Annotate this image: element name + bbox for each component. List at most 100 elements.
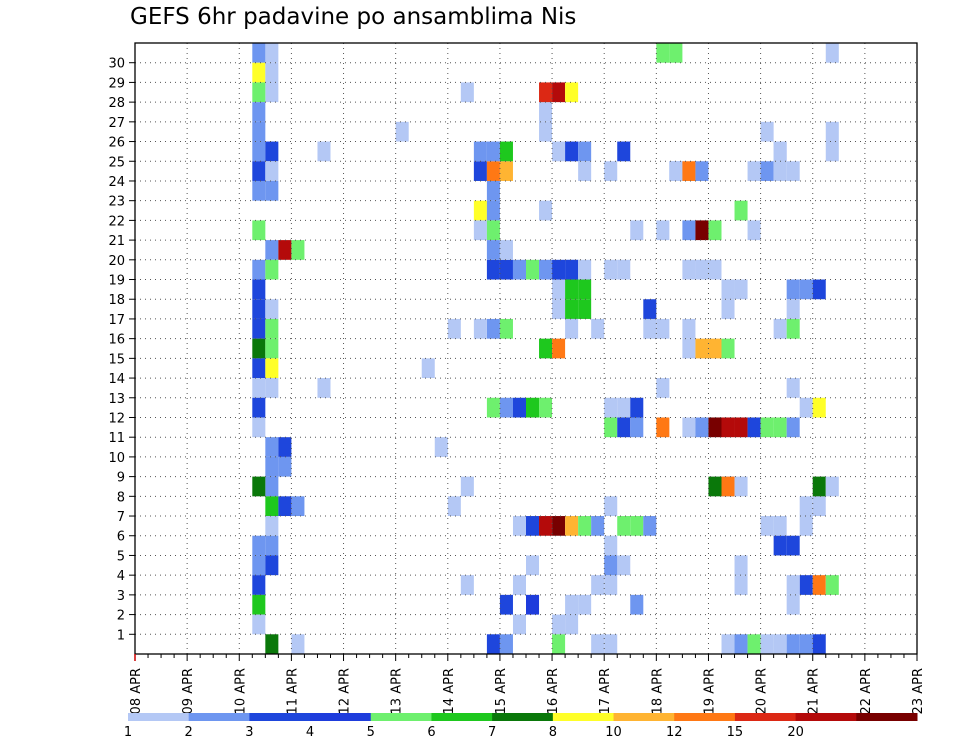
heat-cell — [630, 397, 644, 418]
heat-cell — [486, 141, 500, 162]
heat-cell — [578, 594, 592, 615]
heat-cell — [617, 417, 631, 438]
heat-cell — [630, 594, 644, 615]
heat-cell — [604, 417, 618, 438]
heat-cell — [565, 259, 579, 280]
heat-cell — [565, 614, 579, 635]
x-tick-label: 21 APR — [807, 668, 822, 714]
heat-cell — [252, 220, 266, 241]
y-tick-label: 17 — [108, 313, 125, 328]
heat-cell — [682, 338, 696, 359]
legend-label: 5 — [367, 725, 375, 740]
heat-cell — [747, 220, 761, 241]
heat-cell — [617, 141, 631, 162]
y-tick-label: 27 — [108, 116, 125, 131]
heat-cell — [473, 200, 487, 221]
heat-cell — [539, 102, 553, 122]
heat-cell — [265, 437, 279, 457]
heat-cell — [252, 259, 266, 280]
heat-cell — [265, 82, 279, 103]
heat-cell — [812, 397, 826, 418]
legend-label: 15 — [727, 725, 744, 740]
y-tick-label: 16 — [108, 333, 125, 348]
heat-cell — [499, 259, 513, 280]
heat-cell — [473, 161, 487, 181]
heat-cell — [578, 516, 592, 536]
heat-cell — [812, 279, 826, 300]
heat-cell — [473, 141, 487, 162]
heat-cell — [252, 358, 266, 379]
heat-cell — [265, 180, 279, 201]
heat-cell — [265, 43, 279, 63]
heat-cell — [252, 121, 266, 142]
heat-cell — [812, 634, 826, 654]
x-tick-label: 10 APR — [233, 668, 248, 714]
y-tick-label: 22 — [108, 214, 125, 229]
heat-cell — [604, 496, 618, 517]
legend-swatch — [128, 713, 190, 721]
y-tick-label: 28 — [108, 96, 125, 111]
heat-cell — [278, 240, 292, 260]
heat-cell — [630, 516, 644, 536]
heat-cell — [552, 82, 566, 103]
x-tick-label: 20 APR — [755, 668, 770, 714]
heat-cell — [486, 180, 500, 201]
heat-cell — [252, 397, 266, 418]
x-tick-label: 13 APR — [390, 668, 405, 714]
heat-cell — [265, 141, 279, 162]
x-tick-label: 19 APR — [702, 668, 717, 714]
heat-cell — [773, 516, 787, 536]
heat-cell — [695, 417, 709, 438]
x-tick-label: 15 APR — [494, 668, 509, 714]
heat-cell — [473, 318, 487, 339]
x-tick-label: 11 APR — [285, 668, 300, 714]
heat-cell — [265, 299, 279, 319]
legend-swatch — [856, 713, 918, 721]
heat-cell — [265, 378, 279, 398]
heat-cell — [499, 634, 513, 654]
heat-cell — [578, 141, 592, 162]
y-tick-label: 14 — [108, 372, 125, 387]
heat-cell — [734, 634, 748, 654]
heat-cell — [669, 161, 683, 181]
cells-layer — [252, 43, 839, 654]
heat-cell — [656, 417, 670, 438]
heat-cell — [760, 634, 774, 654]
legend-swatch — [310, 713, 372, 721]
heat-cell — [630, 220, 644, 241]
heat-cell — [565, 82, 579, 103]
heat-cell — [721, 634, 735, 654]
y-tick-label: 23 — [108, 195, 125, 210]
heat-cell — [552, 614, 566, 635]
heat-cell — [617, 555, 631, 576]
heat-cell — [773, 535, 787, 556]
heat-cell — [708, 476, 722, 497]
heat-cell — [252, 82, 266, 103]
heat-cell — [799, 496, 813, 517]
heat-cell — [460, 82, 474, 103]
heat-cell — [539, 200, 553, 221]
heat-cell — [656, 220, 670, 241]
heat-cell — [708, 417, 722, 438]
legend-label: 20 — [787, 725, 804, 740]
heat-cell — [591, 575, 605, 595]
legend-swatch — [431, 713, 493, 721]
heat-cell — [799, 279, 813, 300]
y-tick-label: 5 — [117, 549, 125, 564]
heat-cell — [760, 161, 774, 181]
legend-label: 8 — [549, 725, 557, 740]
y-tick-label: 24 — [108, 175, 125, 190]
heat-cell — [539, 259, 553, 280]
heat-cell — [786, 594, 800, 615]
heat-cell — [265, 476, 279, 497]
heat-cell — [265, 496, 279, 517]
heat-cell — [460, 476, 474, 497]
heat-cell — [486, 634, 500, 654]
heat-cell — [734, 476, 748, 497]
legend-label: 12 — [666, 725, 683, 740]
heat-cell — [578, 279, 592, 300]
heat-cell — [604, 535, 618, 556]
heat-cell — [747, 417, 761, 438]
heat-cell — [265, 634, 279, 654]
legend-swatch — [370, 713, 432, 721]
